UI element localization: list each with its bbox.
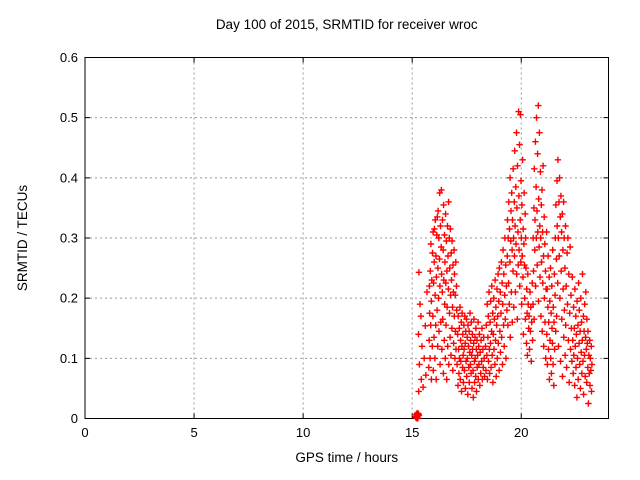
data-point-layer: [412, 102, 596, 422]
chart-title: Day 100 of 2015, SRMTID for receiver wro…: [216, 17, 478, 32]
y-tick-label: 0.2: [60, 291, 78, 306]
gridlines: [85, 57, 609, 419]
scatter-points-srmtid: [412, 102, 596, 422]
x-tick-label: 20: [514, 425, 528, 440]
y-tick-label: 0: [71, 411, 78, 426]
x-tick-label: 15: [405, 425, 419, 440]
y-tick-label: 0.3: [60, 231, 78, 246]
tick-layer: 0 0.1 0.2 0.3 0.4 0.5 0.6 0 5 10 15 20: [60, 50, 609, 440]
x-tick-label: 10: [296, 425, 310, 440]
plot-border: [84, 57, 609, 419]
y-tick-label: 0.4: [60, 170, 78, 185]
x-tick-label: 0: [81, 425, 88, 440]
y-tick-label: 0.6: [60, 50, 78, 65]
x-axis-label: GPS time / hours: [295, 450, 398, 465]
x-tick-label: 5: [190, 425, 197, 440]
y-tick-label: 0.5: [60, 110, 78, 125]
y-axis-label: SRMTID / TECUs: [15, 185, 30, 292]
y-tick-label: 0.1: [60, 351, 78, 366]
grid-layer: [85, 57, 609, 419]
